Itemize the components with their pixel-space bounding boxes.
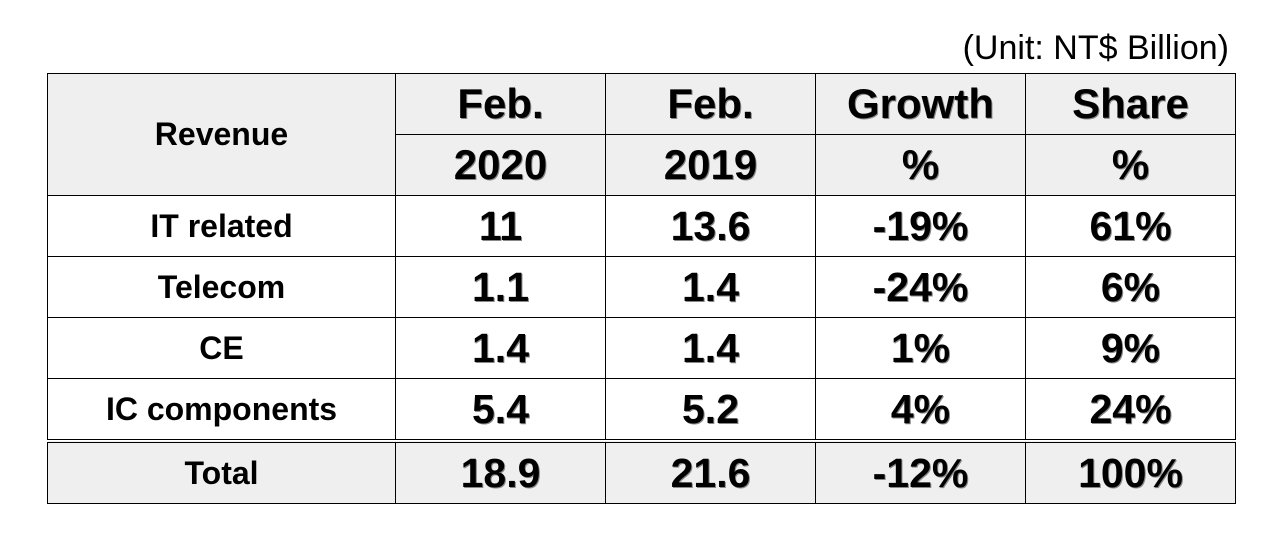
cell-value: 1% [815,317,1026,379]
total-value: 100% [1025,439,1236,504]
header-year-2019: 2019 [605,134,816,196]
table-row: Telecom 1.1 1.4 -24% 6% [47,256,1236,318]
row-label-it-related: IT related [47,195,396,257]
revenue-table: Revenue Feb. Feb. Growth Share 2020 2019… [47,73,1236,504]
row-label-ic-components: IC components [47,378,396,442]
row-label-total: Total [47,439,396,504]
cell-value: 5.4 [395,378,606,442]
header-row-top: Revenue Feb. Feb. Growth Share [47,73,1236,196]
total-row: Total 18.9 21.6 -12% 100% [47,439,1236,504]
cell-value: 1.4 [605,317,816,379]
cell-value: 11 [395,195,606,257]
cell-value: -19% [815,195,1026,257]
cell-value: 1.4 [605,256,816,318]
cell-value: 9% [1025,317,1236,379]
total-value: 21.6 [605,439,816,504]
cell-value: 1.4 [395,317,606,379]
cell-value: 61% [1025,195,1236,257]
header-share-unit: % [1025,134,1236,196]
total-value: -12% [815,439,1026,504]
unit-note: (Unit: NT$ Billion) [962,29,1229,67]
total-value: 18.9 [395,439,606,504]
cell-value: 4% [815,378,1026,442]
table-row: IC components 5.4 5.2 4% 24% [47,378,1236,442]
header-feb-2019-month: Feb. [605,73,816,135]
table-body: IT related 11 13.6 -19% 61% Telecom 1.1 … [47,195,1236,504]
table-row: CE 1.4 1.4 1% 9% [47,317,1236,379]
header-feb-2020-month: Feb. [395,73,606,135]
row-label-ce: CE [47,317,396,379]
header-year-2020: 2020 [395,134,606,196]
cell-value: 5.2 [605,378,816,442]
cell-value: 13.6 [605,195,816,257]
header-growth-unit: % [815,134,1026,196]
header-share: Share [1025,73,1236,135]
header-row-bottom: 2020 2019 % % [48,134,1236,196]
cell-value: 6% [1025,256,1236,318]
row-label-telecom: Telecom [47,256,396,318]
cell-value: 1.1 [395,256,606,318]
header-growth: Growth [815,73,1026,135]
cell-value: 24% [1025,378,1236,442]
header-revenue-label: Revenue [47,73,396,196]
table-header: Revenue Feb. Feb. Growth Share 2020 2019… [47,73,1236,196]
table-row: IT related 11 13.6 -19% 61% [47,195,1236,257]
cell-value: -24% [815,256,1026,318]
